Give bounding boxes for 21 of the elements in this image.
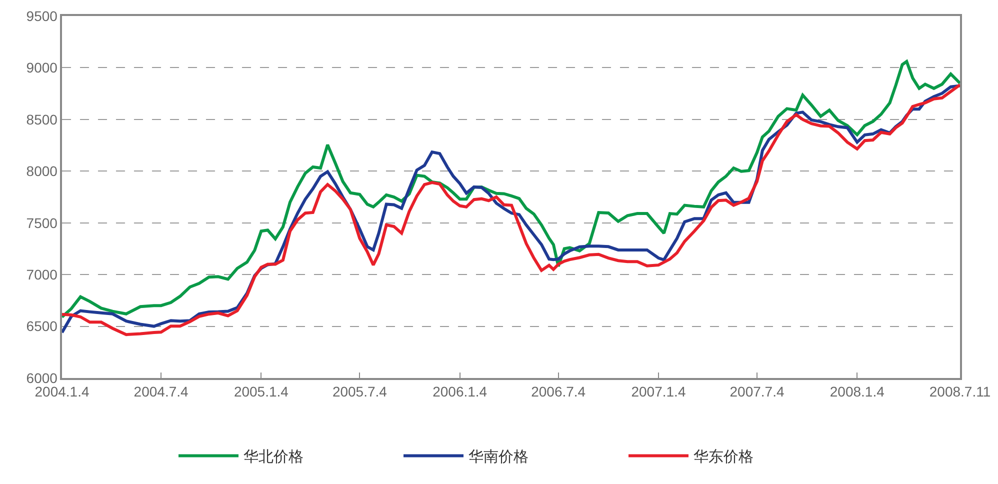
legend-label: 华北价格 <box>244 448 304 466</box>
y-tick-label: 9500 <box>26 8 58 24</box>
x-tick-label: 2004.7.4 <box>134 384 189 400</box>
x-tick-label: 2006.7.4 <box>531 384 586 400</box>
y-tick-label: 8000 <box>26 163 58 180</box>
x-tick-label: 2008.1.4 <box>830 384 885 400</box>
x-tick-label: 2008.7.11 <box>929 384 991 400</box>
x-tick-label: 2007.1.4 <box>631 384 686 400</box>
legend-label: 华东价格 <box>694 448 754 466</box>
y-tick-label: 6500 <box>26 318 58 334</box>
x-tick-label: 2007.7.4 <box>730 384 784 400</box>
y-tick-label: 9000 <box>26 60 58 76</box>
y-tick-label: 8500 <box>26 111 58 128</box>
x-tick-label: 2006.1.4 <box>432 384 488 400</box>
legend-label: 华南价格 <box>468 448 528 466</box>
y-tick-label: 6000 <box>26 370 58 386</box>
x-tick-label: 2005.1.4 <box>234 384 289 400</box>
x-tick-label: 2004.1.4 <box>34 384 90 400</box>
y-tick-label: 7000 <box>26 266 58 282</box>
x-tick-label: 2005.7.4 <box>332 384 388 400</box>
y-tick-label: 7500 <box>26 214 58 231</box>
